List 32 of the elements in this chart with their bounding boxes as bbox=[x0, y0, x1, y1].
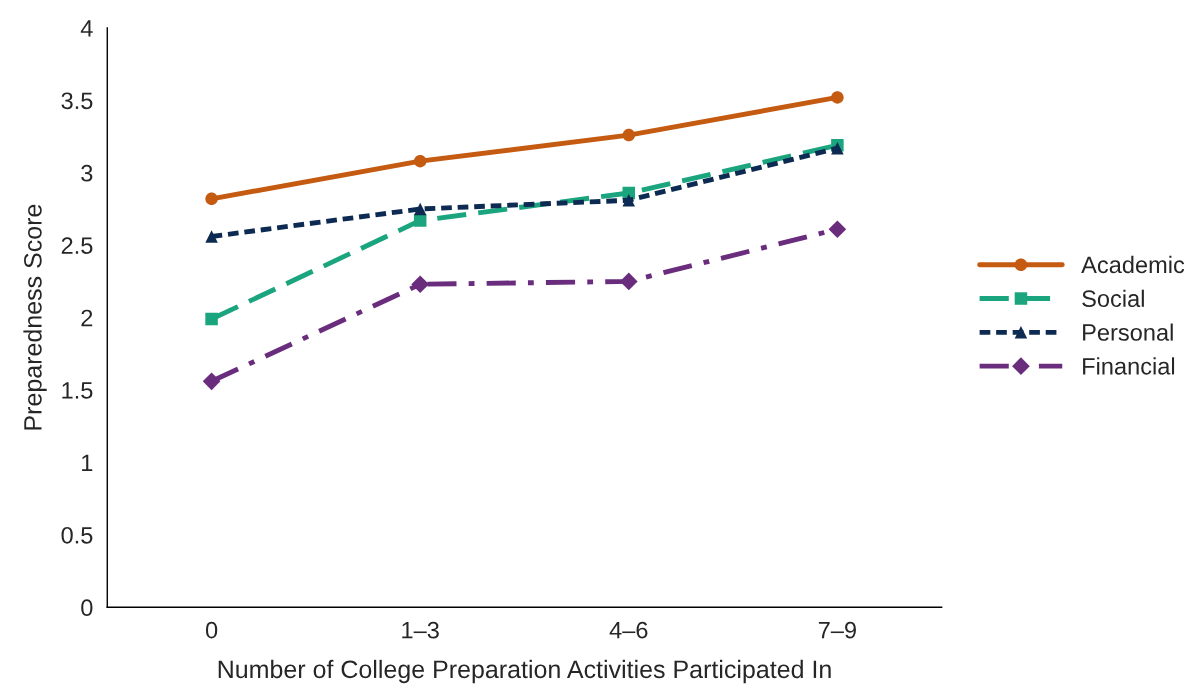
legend-label: Academic bbox=[1081, 255, 1185, 274]
x-tick-label: 0 bbox=[205, 621, 218, 639]
point bbox=[205, 312, 218, 326]
point bbox=[411, 275, 430, 294]
y-tick-label: 1 bbox=[82, 454, 93, 471]
x-tick-label: 1–3 bbox=[402, 621, 439, 639]
x-axis-title: Number of College Preparation Activities Participated In bbox=[218, 659, 831, 684]
point bbox=[622, 128, 636, 142]
point bbox=[413, 202, 427, 216]
point bbox=[831, 91, 844, 104]
x-tick-label: 4–6 bbox=[609, 621, 648, 639]
point bbox=[828, 220, 847, 239]
legend-label: Personal bbox=[1083, 323, 1173, 341]
point bbox=[622, 194, 636, 207]
point bbox=[205, 192, 218, 206]
point bbox=[205, 230, 218, 243]
y-tick-label: 3.5 bbox=[61, 92, 93, 110]
y-tick-label: 3 bbox=[81, 164, 93, 182]
y-tick-label: 0 bbox=[81, 599, 93, 617]
legend-label: Social bbox=[1082, 289, 1144, 308]
legend-label: Financial bbox=[1083, 357, 1175, 375]
y-tick-label: 1.5 bbox=[62, 382, 93, 399]
point bbox=[413, 214, 427, 227]
y-tick-label: 4 bbox=[80, 20, 93, 37]
point bbox=[619, 272, 638, 291]
point bbox=[413, 154, 427, 168]
point bbox=[202, 372, 221, 391]
x-tick-label: 7–9 bbox=[818, 621, 856, 639]
y-tick-label: 0.5 bbox=[61, 526, 93, 544]
y-tick-label: 2 bbox=[81, 309, 93, 327]
y-axis-title: Preparedness Score bbox=[23, 204, 47, 430]
y-tick-label: 2.5 bbox=[61, 237, 93, 254]
